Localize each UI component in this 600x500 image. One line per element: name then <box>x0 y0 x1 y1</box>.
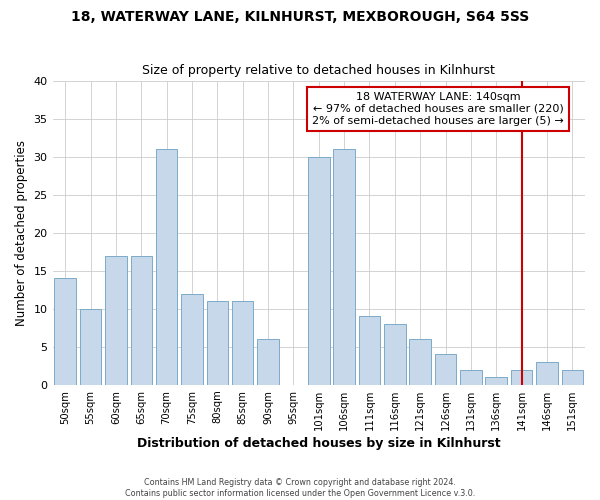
X-axis label: Distribution of detached houses by size in Kilnhurst: Distribution of detached houses by size … <box>137 437 500 450</box>
Text: Contains HM Land Registry data © Crown copyright and database right 2024.
Contai: Contains HM Land Registry data © Crown c… <box>125 478 475 498</box>
Bar <box>55 278 76 385</box>
Bar <box>206 302 228 385</box>
Title: Size of property relative to detached houses in Kilnhurst: Size of property relative to detached ho… <box>142 64 495 77</box>
Bar <box>562 370 583 385</box>
Bar <box>156 150 178 385</box>
Bar <box>131 256 152 385</box>
Bar <box>181 294 203 385</box>
Bar <box>359 316 380 385</box>
Bar <box>384 324 406 385</box>
Bar <box>409 339 431 385</box>
Bar <box>536 362 558 385</box>
Bar <box>460 370 482 385</box>
Bar <box>435 354 457 385</box>
Bar <box>334 150 355 385</box>
Bar <box>257 339 279 385</box>
Bar <box>485 377 507 385</box>
Text: 18 WATERWAY LANE: 140sqm
← 97% of detached houses are smaller (220)
2% of semi-d: 18 WATERWAY LANE: 140sqm ← 97% of detach… <box>312 92 564 126</box>
Bar <box>80 309 101 385</box>
Bar <box>105 256 127 385</box>
Bar <box>308 157 329 385</box>
Y-axis label: Number of detached properties: Number of detached properties <box>15 140 28 326</box>
Text: 18, WATERWAY LANE, KILNHURST, MEXBOROUGH, S64 5SS: 18, WATERWAY LANE, KILNHURST, MEXBOROUGH… <box>71 10 529 24</box>
Bar <box>511 370 532 385</box>
Bar <box>232 302 253 385</box>
